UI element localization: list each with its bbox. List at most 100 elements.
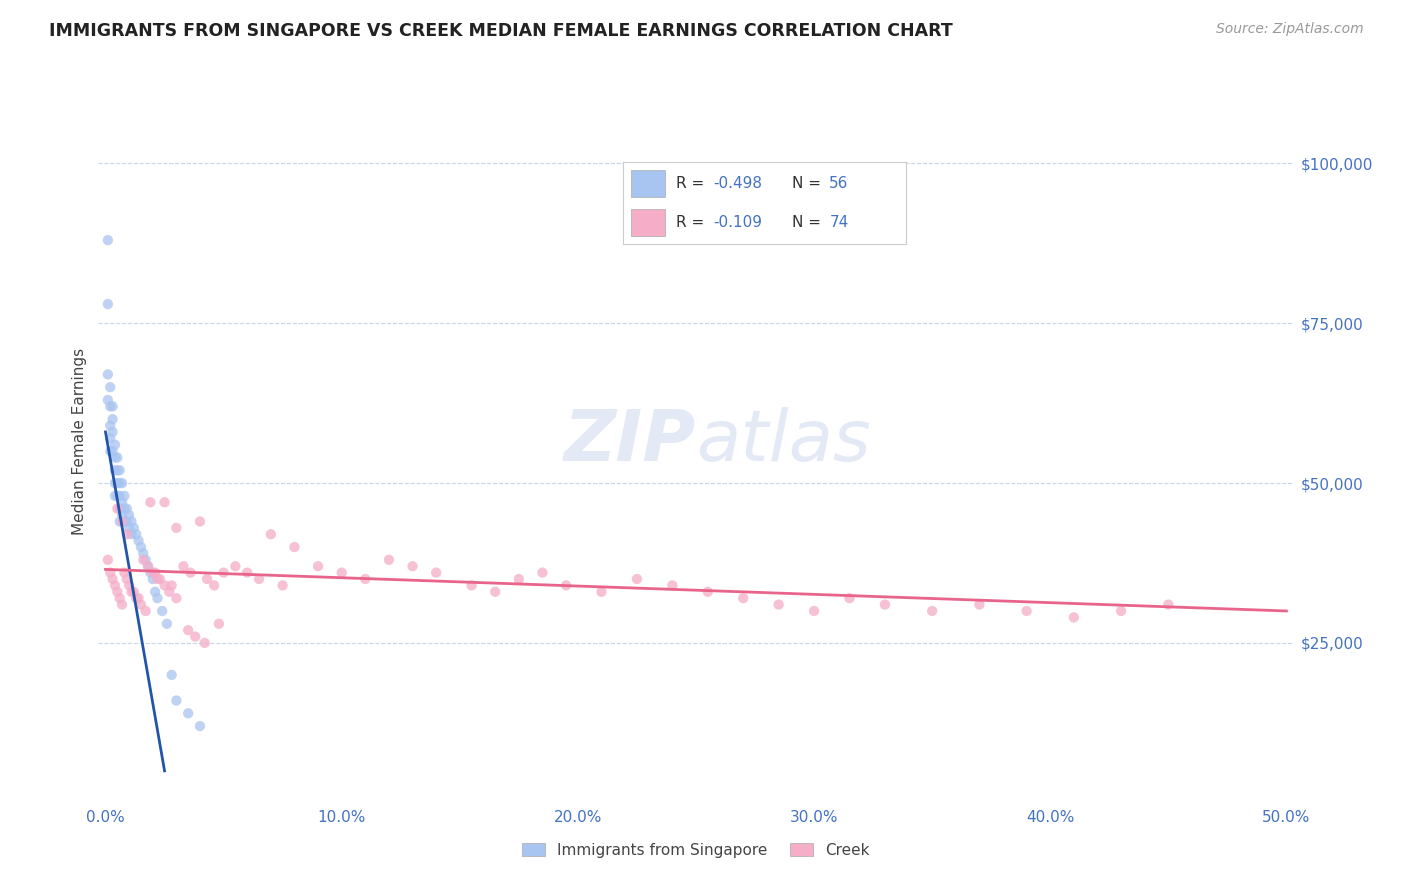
Point: [122, 521, 145, 535]
Point: [224, 559, 246, 574]
Point: [97, 392, 120, 407]
Point: [105, 501, 128, 516]
Point: [157, 584, 180, 599]
Point: [696, 584, 718, 599]
Point: [156, 616, 179, 631]
Point: [111, 515, 134, 529]
Point: [104, 463, 127, 477]
Point: [98, 418, 121, 433]
Point: [555, 578, 578, 592]
Point: [212, 566, 235, 580]
Point: [122, 584, 145, 599]
Point: [98, 566, 121, 580]
Point: [768, 598, 790, 612]
Point: [104, 489, 127, 503]
Point: [626, 572, 648, 586]
Point: [378, 553, 401, 567]
Point: [129, 540, 152, 554]
Bar: [631, 209, 665, 236]
Point: [307, 559, 329, 574]
Text: 74: 74: [830, 215, 849, 229]
Point: [97, 368, 120, 382]
Point: [661, 578, 683, 592]
Point: [142, 566, 165, 580]
Point: [149, 572, 172, 586]
Point: [236, 566, 259, 580]
Point: [101, 400, 124, 414]
Point: [97, 297, 120, 311]
Point: [112, 515, 135, 529]
Y-axis label: Median Female Earnings: Median Female Earnings: [72, 348, 87, 535]
Point: [108, 501, 131, 516]
Point: [108, 476, 131, 491]
Text: -0.498: -0.498: [713, 176, 762, 191]
Point: [195, 572, 218, 586]
Point: [101, 425, 124, 439]
Point: [591, 584, 613, 599]
Text: atlas: atlas: [696, 407, 870, 476]
Point: [838, 591, 860, 606]
Point: [969, 598, 991, 612]
Point: [108, 489, 131, 503]
Text: Source: ZipAtlas.com: Source: ZipAtlas.com: [1216, 22, 1364, 37]
Point: [111, 598, 134, 612]
Text: -0.109: -0.109: [713, 215, 762, 229]
Point: [160, 668, 183, 682]
Point: [165, 693, 187, 707]
Point: [921, 604, 943, 618]
Point: [105, 584, 128, 599]
Point: [1109, 604, 1132, 618]
Point: [111, 508, 134, 522]
Point: [129, 598, 152, 612]
Point: [121, 584, 143, 599]
Point: [105, 463, 128, 477]
Point: [118, 508, 141, 522]
Point: [101, 444, 124, 458]
Text: N =: N =: [793, 176, 827, 191]
Point: [121, 527, 143, 541]
Point: [108, 515, 131, 529]
Point: [115, 572, 138, 586]
Point: [247, 572, 270, 586]
Point: [111, 476, 134, 491]
Point: [98, 400, 121, 414]
Point: [188, 515, 211, 529]
Point: [104, 438, 127, 452]
Point: [139, 566, 162, 580]
Point: [143, 566, 166, 580]
Point: [98, 380, 121, 394]
Point: [125, 527, 148, 541]
Point: [1015, 604, 1038, 618]
Point: [98, 444, 121, 458]
Point: [108, 591, 131, 606]
Point: [118, 521, 141, 535]
Text: R =: R =: [676, 176, 710, 191]
Point: [150, 604, 173, 618]
Point: [101, 412, 124, 426]
Text: IMMIGRANTS FROM SINGAPORE VS CREEK MEDIAN FEMALE EARNINGS CORRELATION CHART: IMMIGRANTS FROM SINGAPORE VS CREEK MEDIA…: [49, 22, 953, 40]
Point: [283, 540, 305, 554]
Point: [112, 501, 135, 516]
Point: [98, 431, 121, 445]
Text: ZIP: ZIP: [564, 407, 696, 476]
Bar: [631, 170, 665, 197]
Point: [139, 495, 162, 509]
Point: [142, 572, 165, 586]
Point: [132, 553, 155, 567]
Point: [146, 572, 169, 586]
Point: [1157, 598, 1180, 612]
Point: [143, 584, 166, 599]
Point: [104, 578, 127, 592]
Point: [1063, 610, 1085, 624]
Point: [128, 591, 150, 606]
Point: [135, 553, 157, 567]
Point: [354, 572, 377, 586]
Point: [184, 630, 207, 644]
Point: [460, 578, 482, 592]
Point: [105, 450, 128, 465]
Point: [160, 578, 183, 592]
Point: [136, 559, 159, 574]
Point: [177, 706, 200, 721]
Point: [104, 450, 127, 465]
Point: [101, 572, 124, 586]
